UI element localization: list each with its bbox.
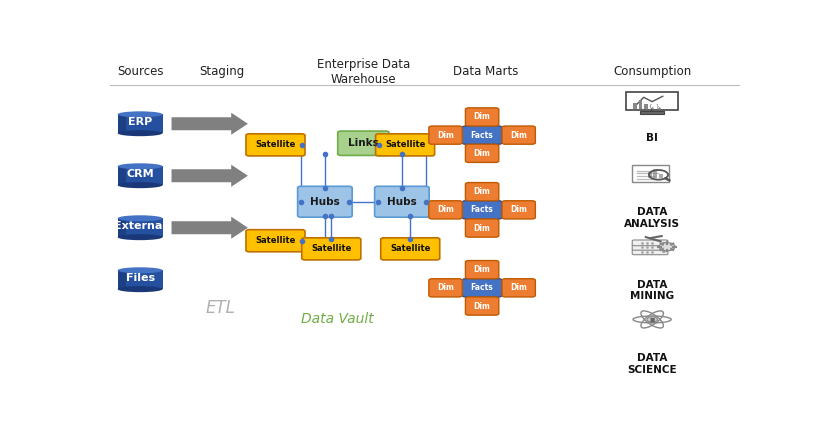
Bar	[633, 103, 636, 108]
Text: Sources: Sources	[117, 65, 163, 78]
FancyBboxPatch shape	[501, 279, 535, 297]
Text: Dim: Dim	[437, 131, 453, 140]
Text: ETL: ETL	[206, 299, 236, 317]
FancyBboxPatch shape	[632, 240, 667, 246]
FancyBboxPatch shape	[461, 201, 501, 219]
FancyBboxPatch shape	[374, 186, 428, 217]
Circle shape	[661, 246, 665, 248]
Text: Satellite: Satellite	[255, 236, 295, 245]
Polygon shape	[171, 165, 247, 187]
Circle shape	[661, 242, 665, 244]
Text: CRM: CRM	[126, 170, 154, 179]
Ellipse shape	[117, 215, 162, 221]
FancyBboxPatch shape	[465, 219, 498, 237]
Ellipse shape	[117, 234, 162, 240]
Bar	[653, 169, 657, 178]
Polygon shape	[171, 216, 247, 239]
Text: Dim: Dim	[509, 206, 527, 214]
Text: Files: Files	[126, 273, 155, 284]
FancyBboxPatch shape	[301, 238, 361, 260]
Text: Hubs: Hubs	[386, 197, 416, 207]
Text: Satellite: Satellite	[311, 244, 351, 253]
Bar	[648, 172, 651, 178]
Text: Data Vault: Data Vault	[301, 312, 374, 326]
FancyBboxPatch shape	[375, 134, 434, 156]
FancyBboxPatch shape	[117, 166, 162, 185]
Ellipse shape	[117, 182, 162, 188]
FancyBboxPatch shape	[246, 134, 304, 156]
FancyBboxPatch shape	[380, 238, 439, 260]
Ellipse shape	[117, 130, 162, 136]
Text: Satellite: Satellite	[255, 141, 295, 149]
Text: Dim: Dim	[509, 131, 527, 140]
Ellipse shape	[117, 267, 162, 273]
FancyBboxPatch shape	[465, 297, 498, 315]
Text: Dim: Dim	[509, 283, 527, 292]
Text: ERP: ERP	[128, 117, 152, 127]
FancyBboxPatch shape	[117, 166, 126, 185]
Text: BI: BI	[645, 133, 657, 143]
Text: Dim: Dim	[473, 149, 490, 158]
Ellipse shape	[117, 163, 162, 169]
FancyBboxPatch shape	[465, 108, 498, 126]
FancyBboxPatch shape	[632, 244, 667, 250]
Text: Dim: Dim	[473, 112, 490, 122]
Text: Facts: Facts	[471, 283, 493, 292]
FancyBboxPatch shape	[639, 111, 663, 114]
FancyBboxPatch shape	[117, 218, 126, 237]
Text: Links: Links	[347, 138, 378, 148]
FancyBboxPatch shape	[297, 186, 351, 217]
FancyBboxPatch shape	[501, 201, 535, 219]
Text: Staging: Staging	[199, 65, 245, 78]
Bar	[638, 100, 642, 108]
Text: External: External	[114, 222, 166, 231]
FancyBboxPatch shape	[117, 114, 162, 133]
Text: Hubs: Hubs	[309, 197, 339, 207]
Text: Dim: Dim	[473, 224, 490, 233]
Circle shape	[646, 317, 657, 322]
Text: Consumption: Consumption	[612, 65, 691, 78]
Polygon shape	[171, 113, 247, 135]
Text: Dim: Dim	[473, 265, 490, 274]
Bar	[658, 174, 662, 178]
FancyBboxPatch shape	[428, 279, 461, 297]
Text: Dim: Dim	[437, 283, 453, 292]
Bar	[643, 104, 647, 108]
Text: Data Marts: Data Marts	[452, 65, 518, 78]
Text: Dim: Dim	[437, 206, 453, 214]
FancyBboxPatch shape	[428, 126, 461, 144]
FancyBboxPatch shape	[632, 165, 668, 182]
FancyBboxPatch shape	[625, 92, 677, 110]
FancyBboxPatch shape	[117, 114, 126, 133]
Text: Facts: Facts	[471, 206, 493, 214]
Text: Facts: Facts	[471, 131, 493, 140]
Text: Satellite: Satellite	[390, 244, 430, 253]
Text: DATA
SCIENCE: DATA SCIENCE	[627, 354, 676, 375]
Text: Enterprise Data
Warehouse: Enterprise Data Warehouse	[317, 58, 409, 86]
FancyBboxPatch shape	[465, 144, 498, 162]
Ellipse shape	[117, 286, 162, 292]
FancyBboxPatch shape	[117, 218, 162, 237]
Text: Dim: Dim	[473, 302, 490, 311]
Circle shape	[658, 243, 674, 251]
Text: DATA
MINING: DATA MINING	[629, 280, 673, 301]
FancyBboxPatch shape	[632, 249, 667, 255]
Text: {  }: { }	[648, 103, 659, 108]
FancyBboxPatch shape	[465, 260, 498, 279]
Text: ■: ■	[648, 317, 654, 322]
Circle shape	[661, 251, 665, 253]
FancyBboxPatch shape	[246, 230, 304, 252]
FancyBboxPatch shape	[117, 271, 162, 289]
FancyBboxPatch shape	[461, 126, 501, 144]
FancyBboxPatch shape	[461, 279, 501, 297]
FancyBboxPatch shape	[465, 183, 498, 201]
Text: DATA
ANALYSIS: DATA ANALYSIS	[624, 207, 679, 229]
Ellipse shape	[117, 111, 162, 117]
Text: Dim: Dim	[473, 187, 490, 196]
FancyBboxPatch shape	[117, 271, 126, 289]
Text: Satellite: Satellite	[385, 141, 425, 149]
FancyBboxPatch shape	[428, 201, 461, 219]
FancyBboxPatch shape	[337, 131, 389, 155]
FancyBboxPatch shape	[501, 126, 535, 144]
